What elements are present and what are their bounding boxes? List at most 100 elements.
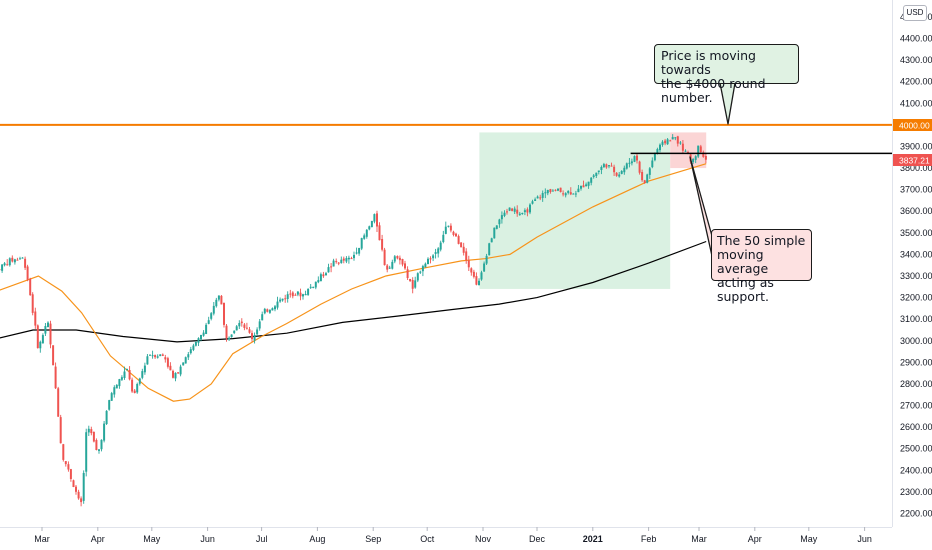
candle-body-up <box>585 184 588 187</box>
price-tick-label: 2200.00 <box>900 509 932 519</box>
candle-body-down <box>289 293 292 295</box>
candle-body-up <box>115 385 118 389</box>
candle-body-down <box>378 225 381 241</box>
candle-body-down <box>404 263 406 269</box>
candle-body-up <box>118 379 121 387</box>
price-tick-label: 3400.00 <box>900 249 932 259</box>
candle-body-up <box>258 321 261 329</box>
time-tick-label: Feb <box>641 534 657 544</box>
candle-body-down <box>702 152 705 157</box>
candle-body-up <box>572 193 575 195</box>
candle-body-up <box>679 142 682 144</box>
candle-body-up <box>577 188 580 193</box>
candle-body-up <box>317 280 320 283</box>
time-tick-label: May <box>143 534 161 544</box>
candle-body-down <box>335 261 338 263</box>
time-tick-label: Sep <box>365 534 381 544</box>
price-tick-label: 3900.00 <box>900 141 932 151</box>
candle-body-down <box>80 498 83 503</box>
candle-body-down <box>681 143 684 151</box>
candle-body-up <box>597 170 600 172</box>
candle-body-down <box>291 292 294 297</box>
candle-body-down <box>511 208 514 211</box>
candle-body-down <box>223 303 225 325</box>
candle-body-up <box>276 301 279 308</box>
candle-body-up <box>286 294 289 299</box>
price-tick-label: 4400.00 <box>900 34 932 44</box>
candle-body-up <box>347 257 350 260</box>
candle-body-down <box>475 276 478 285</box>
candle-body-up <box>628 162 631 164</box>
candle-body-up <box>694 156 697 160</box>
candle-body-down <box>613 166 616 173</box>
candle-body-up <box>493 227 496 239</box>
candle-body-down <box>559 187 562 192</box>
price-tick-label: 2600.00 <box>900 422 932 432</box>
candle-body-up <box>434 252 437 254</box>
candle-body-up <box>500 215 503 220</box>
candle-body-up <box>488 243 491 256</box>
candle-body-down <box>465 251 468 261</box>
candle-body-down <box>75 486 77 492</box>
price-tick-label: 3200.00 <box>900 293 932 303</box>
candle-body-down <box>516 209 519 214</box>
candlestick-series <box>0 134 707 507</box>
candle-body-up <box>268 309 271 313</box>
candle-body-down <box>54 366 57 389</box>
candle-body-up <box>230 334 233 338</box>
candle-body-up <box>424 263 427 268</box>
candle-body-up <box>531 201 534 204</box>
candle-body-up <box>184 357 187 364</box>
candle-body-up <box>666 139 669 145</box>
candle-body-up <box>444 226 447 234</box>
candle-body-up <box>370 220 373 227</box>
time-tick-label: Mar <box>34 534 50 544</box>
candle-body-up <box>179 366 182 375</box>
candle-body-down <box>154 355 157 358</box>
candle-body-down <box>29 278 32 296</box>
candle-body-up <box>590 177 593 183</box>
candle-body-up <box>478 280 480 285</box>
candle-body-up <box>302 294 304 297</box>
candle-body-down <box>539 197 542 199</box>
candle-body-up <box>235 326 238 331</box>
candle-body-down <box>396 256 399 259</box>
candle-body-down <box>294 294 297 296</box>
candle-body-down <box>610 165 613 167</box>
candle-body-down <box>330 266 333 268</box>
time-tick-label: Mar <box>691 534 707 544</box>
candle-body-down <box>57 388 60 417</box>
candle-body-up <box>646 174 649 183</box>
sma200-layer <box>0 240 707 343</box>
candle-body-down <box>554 189 557 191</box>
candle-body-down <box>166 358 169 367</box>
resistance-price-tag-bg <box>893 119 932 131</box>
candle-body-down <box>164 357 167 360</box>
candle-body-up <box>113 387 116 395</box>
candle-body-up <box>490 238 493 243</box>
candle-body-up <box>189 349 192 354</box>
price-axis[interactable]: 2200.00 2300.00 2400.00 2500.00 2600.00 2700.… <box>900 12 932 519</box>
candle-body-up <box>327 267 330 273</box>
candle-body-up <box>217 295 220 300</box>
candle-body-down <box>52 345 55 366</box>
candle-body-up <box>592 175 595 177</box>
price-tick-label: 3700.00 <box>900 185 932 195</box>
candle-body-down <box>133 390 136 393</box>
candle-body-down <box>34 311 37 326</box>
candle-body-up <box>21 257 24 259</box>
currency-badge[interactable]: USD <box>903 5 927 21</box>
candle-body-up <box>256 329 259 335</box>
time-tick-label: Jun <box>857 534 872 544</box>
price-tick-label: 4300.00 <box>900 55 932 65</box>
candle-body-down <box>669 140 672 142</box>
candle-body-up <box>659 144 661 151</box>
candle-body-up <box>296 291 299 295</box>
time-axis[interactable]: Mar Apr May Jun Jul Aug Sep Oct Nov Dec 2021 Feb Mar… <box>34 527 872 544</box>
candle-body-up <box>414 280 417 288</box>
horizontal-levels <box>0 123 892 155</box>
candle-body-down <box>220 295 223 305</box>
candle-body-down <box>172 370 174 378</box>
time-tick-label: Nov <box>475 534 492 544</box>
sma200-line <box>0 240 707 343</box>
